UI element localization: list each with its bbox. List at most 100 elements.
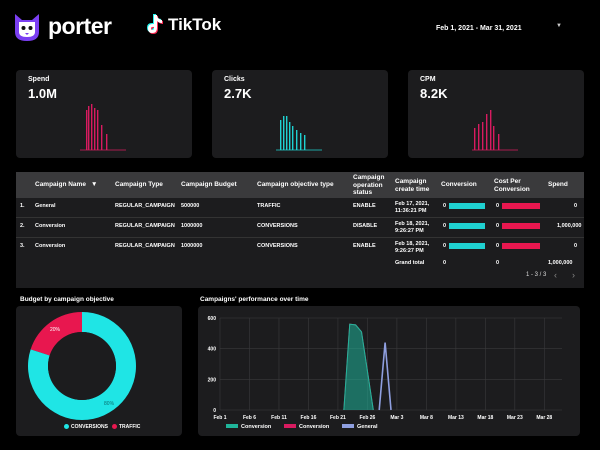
- spend-value: 0: [574, 243, 578, 249]
- cpc-value: 0: [496, 203, 500, 209]
- spark-bar: [493, 126, 495, 150]
- porter-logo-icon: [15, 14, 39, 41]
- col-objective-type[interactable]: Campaign objective type: [257, 181, 334, 188]
- objective-type: CONVERSIONS: [257, 243, 298, 249]
- kpi-value: 8.2K: [420, 86, 448, 101]
- spark-bar: [97, 110, 99, 150]
- line-chart: 0 200 400 600 Feb 1 Feb 6 Feb 11 Feb 16 Feb 21 Fe…: [208, 316, 562, 430]
- col-operation-status[interactable]: Campaign operation status: [353, 174, 385, 196]
- y-tick-label: 200: [208, 377, 217, 383]
- spark-bar: [88, 106, 90, 150]
- col-campaign-budget[interactable]: Campaign Budget: [181, 181, 237, 188]
- spark-bar: [478, 124, 480, 150]
- legend-label: Conversion: [241, 424, 272, 430]
- series-line-2: [378, 342, 392, 411]
- col-campaign-name[interactable]: Campaign Name: [35, 181, 86, 188]
- grand-total-conversion: 0: [443, 260, 447, 266]
- prev-page-icon[interactable]: ‹: [554, 270, 557, 280]
- spark-bars: [472, 110, 518, 151]
- col-campaign-type[interactable]: Campaign Type: [115, 181, 163, 188]
- date-range-picker[interactable]: Feb 1, 2021 - Mar 31, 2021: [436, 25, 522, 32]
- campaign-type: REGULAR_CAMPAIGN: [115, 243, 175, 249]
- cpc-value: 0: [496, 223, 500, 229]
- row-divider: [16, 237, 584, 238]
- legend-label: Conversion: [299, 424, 330, 430]
- row-index: 2.: [20, 223, 25, 229]
- col-cost-per-conversion[interactable]: Cost Per Conversion: [494, 178, 530, 193]
- conversion-value: 0: [443, 243, 447, 249]
- grand-total-cpc: 0: [496, 260, 500, 266]
- legend-swatch: [112, 424, 117, 430]
- operation-status: ENABLE: [353, 243, 376, 249]
- conversion-value: 0: [443, 203, 447, 209]
- kpi-label: Clicks: [224, 76, 245, 83]
- kpi-card-clicks: Clicks 2.7K: [212, 70, 388, 158]
- col-conversion[interactable]: Conversion: [441, 181, 477, 188]
- row-divider: [16, 217, 584, 218]
- y-tick-label: 400: [208, 347, 217, 353]
- objective-type: CONVERSIONS: [257, 223, 298, 229]
- row-index: 3.: [20, 243, 25, 249]
- spark-bars: [276, 116, 322, 151]
- operation-status: DISABLE: [353, 223, 378, 229]
- operation-status: ENABLE: [353, 203, 376, 209]
- line-title: Campaigns' performance over time: [200, 296, 309, 303]
- spark-bar: [296, 130, 298, 150]
- kpi-label: Spend: [28, 76, 50, 83]
- donut-slice-traffic[interactable]: [30, 312, 82, 356]
- spark-bar: [86, 110, 88, 150]
- legend-item-traffic: TRAFFIC: [112, 424, 140, 430]
- x-tick-label: Feb 11: [271, 415, 287, 421]
- spend-value: 0: [574, 203, 578, 209]
- x-tick-label: Feb 6: [243, 415, 256, 421]
- spark-bar: [474, 128, 476, 150]
- table-header: Campaign Name ▼ Campaign Type Campaign B…: [16, 172, 584, 198]
- col-create-time[interactable]: Campaign create time: [395, 178, 430, 193]
- brand-name: porter: [48, 13, 112, 39]
- create-time: Feb 17, 2021, 11:36:21 PM: [395, 201, 430, 214]
- kpi-value: 2.7K: [224, 86, 252, 101]
- create-time: Feb 18, 2021, 9:26:27 PM: [395, 221, 430, 234]
- legend-label: General: [357, 424, 378, 430]
- spark-bar: [280, 120, 282, 150]
- campaign-budget: 1000000: [181, 243, 203, 249]
- x-tick-label: Feb 16: [301, 415, 317, 421]
- spark-bar: [283, 116, 285, 150]
- clicks-sparkline: [276, 116, 322, 151]
- donut-chart: 20% 80%: [27, 312, 136, 420]
- performance-over-time-card: [198, 306, 580, 436]
- legend-swatch: [284, 424, 296, 428]
- donut-hole: [48, 332, 116, 400]
- campaign-name: Conversion: [35, 223, 66, 229]
- cpc-bar: [502, 243, 540, 249]
- series-line-0: [343, 323, 374, 411]
- kpi-card-cpm: CPM 8.2K: [408, 70, 584, 158]
- spark-bar: [292, 126, 294, 150]
- campaign-budget: 500000: [181, 203, 200, 209]
- spark-bar: [482, 122, 484, 150]
- cpm-sparkline: [472, 110, 518, 151]
- grand-total-spend: 1,000,000: [548, 260, 573, 266]
- platform-name: TikTok: [168, 15, 222, 34]
- campaign-type: REGULAR_CAMPAIGN: [115, 223, 175, 229]
- spark-bar: [300, 133, 302, 150]
- kpi-card-spend: Spend 1.0M: [16, 70, 192, 158]
- donut-slice-conversions[interactable]: [27, 312, 136, 420]
- spark-bar: [101, 125, 103, 150]
- next-page-icon[interactable]: ›: [572, 270, 575, 280]
- x-tick-label: Mar 3: [390, 415, 403, 421]
- dropdown-caret-icon[interactable]: ▼: [556, 23, 562, 29]
- spark-bar: [498, 134, 500, 150]
- legend-item-conversions: CONVERSIONS: [64, 424, 108, 430]
- spend-sparkline: [80, 104, 126, 151]
- create-time: Feb 18, 2021, 9:26:27 PM: [395, 241, 430, 254]
- y-tick-label: 0: [213, 408, 216, 414]
- spark-bar: [486, 114, 488, 150]
- col-spend[interactable]: Spend: [548, 181, 568, 188]
- sort-icon[interactable]: ▼: [91, 181, 98, 188]
- spark-bar: [304, 135, 306, 150]
- kpi-value: 1.0M: [28, 86, 57, 101]
- x-tick-label: Mar 8: [420, 415, 433, 421]
- cpc-bar: [502, 223, 540, 229]
- x-tick-label: Feb 21: [330, 415, 346, 421]
